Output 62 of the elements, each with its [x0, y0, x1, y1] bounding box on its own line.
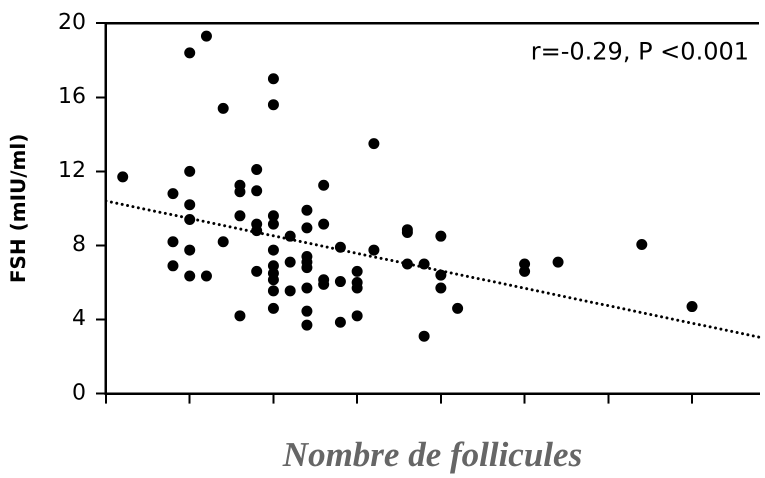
point	[452, 302, 464, 314]
y-tick-label: 8	[72, 232, 86, 258]
y-tick-label: 12	[58, 158, 86, 184]
point	[334, 276, 346, 288]
point	[184, 166, 196, 177]
point	[117, 171, 128, 182]
point	[251, 185, 262, 196]
point	[334, 316, 346, 328]
point	[301, 320, 312, 331]
point	[318, 180, 330, 191]
point	[200, 30, 212, 42]
point	[284, 256, 296, 268]
point	[284, 285, 296, 296]
point	[251, 164, 262, 176]
annotation: r=-0.29, P <0.001	[530, 37, 749, 66]
point	[184, 270, 196, 282]
point	[184, 199, 196, 210]
point	[234, 210, 246, 222]
point	[167, 188, 178, 200]
y-tick-label: 16	[58, 84, 86, 109]
point	[519, 258, 530, 270]
point	[200, 270, 212, 282]
point	[251, 266, 262, 277]
point	[686, 301, 698, 312]
point	[435, 282, 446, 294]
point	[435, 230, 446, 242]
point	[334, 242, 346, 253]
y-tick-label: 0	[72, 380, 86, 406]
y-axis-title: FSH (mIU/ml)	[6, 134, 30, 284]
point	[184, 244, 196, 256]
point	[184, 214, 196, 226]
point	[234, 310, 246, 322]
point	[167, 236, 178, 248]
point	[284, 230, 296, 242]
point	[268, 302, 279, 314]
point	[552, 256, 564, 268]
point	[301, 282, 312, 294]
x-axis-title: Nombre de follicules	[282, 435, 582, 474]
point	[268, 73, 279, 84]
point	[268, 99, 279, 110]
point	[268, 210, 279, 222]
y-tick-label: 4	[72, 306, 86, 332]
point	[301, 204, 312, 216]
point	[218, 236, 229, 248]
point	[352, 266, 363, 277]
point	[301, 222, 312, 234]
point	[301, 306, 312, 317]
point	[368, 244, 380, 256]
point	[402, 258, 413, 270]
point	[435, 270, 446, 281]
point	[418, 258, 430, 270]
point	[418, 330, 430, 342]
point	[268, 244, 279, 256]
point	[218, 102, 229, 114]
point	[368, 138, 380, 150]
point	[184, 47, 196, 58]
y-tick-label: 20	[58, 10, 86, 35]
point	[636, 239, 648, 250]
point	[352, 310, 363, 322]
point	[268, 285, 279, 296]
point	[318, 218, 330, 230]
point	[167, 260, 178, 272]
